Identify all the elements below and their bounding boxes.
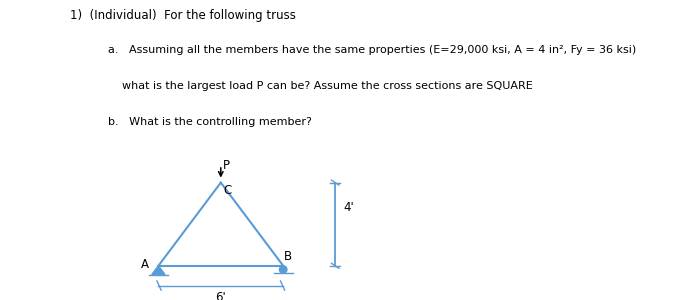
Text: 6': 6'	[216, 291, 226, 300]
Circle shape	[279, 266, 287, 273]
Text: C: C	[223, 184, 232, 196]
Text: b.   What is the controlling member?: b. What is the controlling member?	[108, 117, 312, 127]
Text: A: A	[141, 258, 149, 271]
Text: a.   Assuming all the members have the same properties (E=29,000 ksi, A = 4 in²,: a. Assuming all the members have the sam…	[108, 45, 637, 55]
Text: 4': 4'	[343, 201, 354, 214]
Text: 1)  (Individual)  For the following truss: 1) (Individual) For the following truss	[70, 9, 296, 22]
Text: P: P	[223, 159, 230, 172]
Text: B: B	[284, 250, 293, 263]
Text: what is the largest load P can be? Assume the cross sections are SQUARE: what is the largest load P can be? Assum…	[122, 81, 533, 91]
Polygon shape	[152, 266, 165, 274]
